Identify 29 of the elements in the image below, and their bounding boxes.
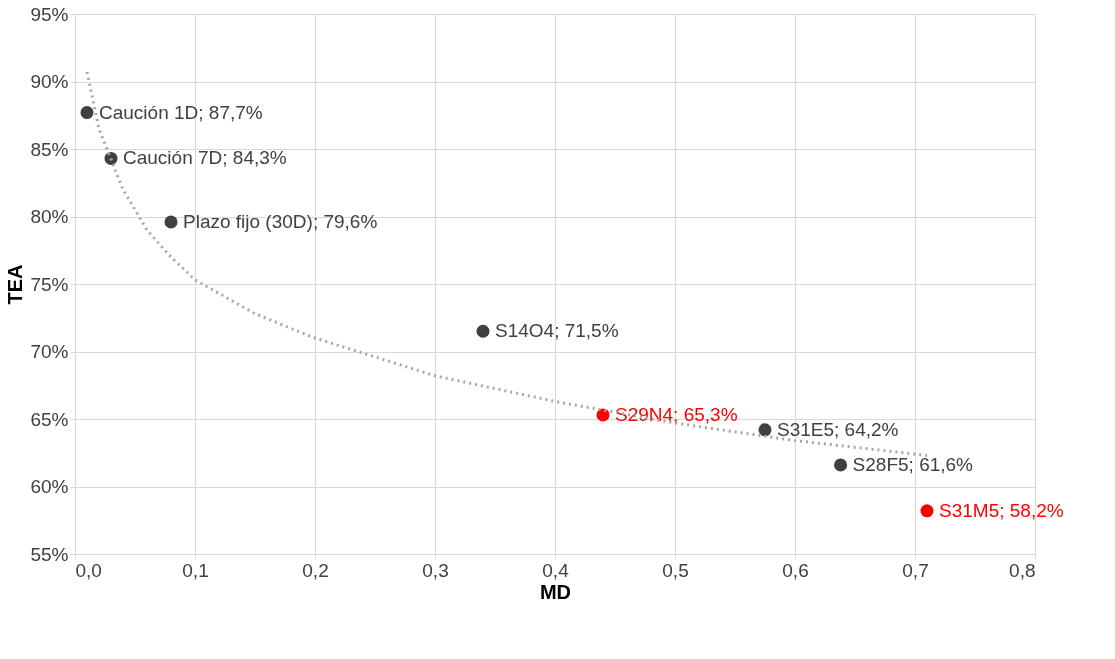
data-label: Caución 7D; 84,3% xyxy=(123,147,287,169)
x-tick-label: 0,8 xyxy=(1009,559,1036,581)
x-tick-label: 0,7 xyxy=(902,559,929,581)
x-tick-label: 0,1 xyxy=(182,559,209,581)
y-axis-title: TEA xyxy=(4,264,27,305)
y-tick-label: 60% xyxy=(30,476,69,497)
data-label: S28F5; 61,6% xyxy=(852,453,974,475)
y-tick-label: 85% xyxy=(30,138,69,160)
y-tick-label: 55% xyxy=(30,543,69,565)
y-tick-label: 95% xyxy=(30,3,69,25)
data-label: S31E5; 64,2% xyxy=(777,418,899,440)
x-tick-label: 0,3 xyxy=(422,559,449,581)
line-series xyxy=(85,70,929,457)
data-label: S29N4; 65,3% xyxy=(615,403,738,425)
y-tick-label: 75% xyxy=(30,273,69,295)
x-tick-label: 0,6 xyxy=(782,559,809,581)
x-tick-label: 0,2 xyxy=(302,559,329,581)
y-tick-label: 80% xyxy=(30,206,69,227)
x-axis-title: MD xyxy=(539,580,572,603)
data-label: S14O4; 71,5% xyxy=(495,320,619,342)
data-label: S31M5; 58,2% xyxy=(939,499,1064,521)
x-tick-label: 0,4 xyxy=(542,559,570,581)
x-tick-label: 0,0 xyxy=(75,559,102,581)
x-tick-label: 0,5 xyxy=(662,559,689,581)
y-tick-label: 70% xyxy=(30,341,69,362)
data-label: Plazo fijo (30D); 79,6% xyxy=(183,210,378,232)
y-tick-label: 90% xyxy=(30,71,69,92)
y-tick-label: 65% xyxy=(30,408,69,430)
data-label: Caución 1D; 87,7% xyxy=(99,101,263,123)
